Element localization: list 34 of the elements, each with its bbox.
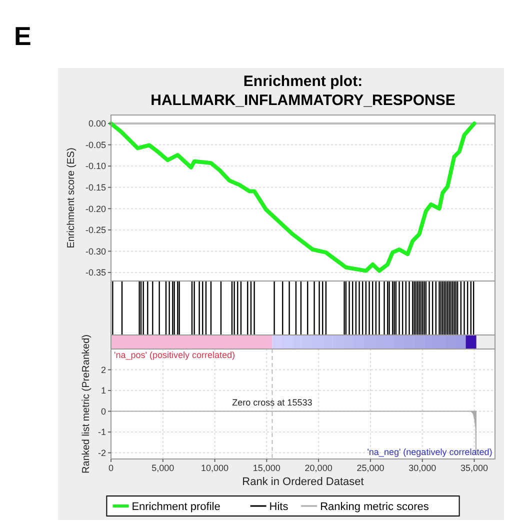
y-tick-label: 1 xyxy=(100,386,106,396)
chart-subtitle: HALLMARK_INFLAMMATORY_RESPONSE xyxy=(150,92,456,109)
y-tick-label: -1 xyxy=(98,427,106,438)
x-tick-label: 30,000 xyxy=(408,463,436,473)
x-tick-label: 35,000 xyxy=(460,463,488,473)
x-tick-label: 25,000 xyxy=(356,463,384,473)
x-tick-label: 15,000 xyxy=(252,463,280,473)
x-axis-title: Rank in Ordered Dataset xyxy=(242,476,364,488)
x-tick-label: 0 xyxy=(108,463,114,473)
ref-line-label: Zero cross at 15533 xyxy=(232,397,312,408)
y-tick-label: -0.20 xyxy=(85,204,106,214)
y-axis-title: Ranked list metric (PreRanked) xyxy=(81,334,92,474)
y-tick-label: 0 xyxy=(100,406,106,416)
legend-label: Enrichment profile xyxy=(132,501,220,513)
legend-label: Hits xyxy=(269,501,289,513)
x-tick-label: 20,000 xyxy=(304,463,332,473)
y-tick-label: -0.15 xyxy=(85,182,106,193)
y-axis-title: Enrichment score (ES) xyxy=(66,148,77,248)
y-tick-label: 0.00 xyxy=(88,118,106,129)
x-tick-label: 5,000 xyxy=(152,463,174,473)
legend-label: Ranking metric scores xyxy=(320,501,430,513)
y-tick-label: 2 xyxy=(100,364,106,375)
y-tick-label: -0.10 xyxy=(85,161,106,172)
y-tick-label: -2 xyxy=(98,448,106,458)
y-tick-label: -0.25 xyxy=(85,225,106,236)
y-tick-label: -0.35 xyxy=(85,268,106,278)
annotation: 'na_neg' (negatively correlated) xyxy=(367,447,492,457)
line-series xyxy=(109,122,476,273)
y-tick-label: -0.05 xyxy=(85,140,106,150)
text: E xyxy=(14,21,32,51)
x-tick-label: 10,000 xyxy=(201,463,229,473)
annotation: 'na_pos' (positively correlated) xyxy=(114,350,235,360)
y-tick-label: -0.30 xyxy=(85,246,106,256)
chart-title: Enrichment plot: xyxy=(243,73,363,90)
